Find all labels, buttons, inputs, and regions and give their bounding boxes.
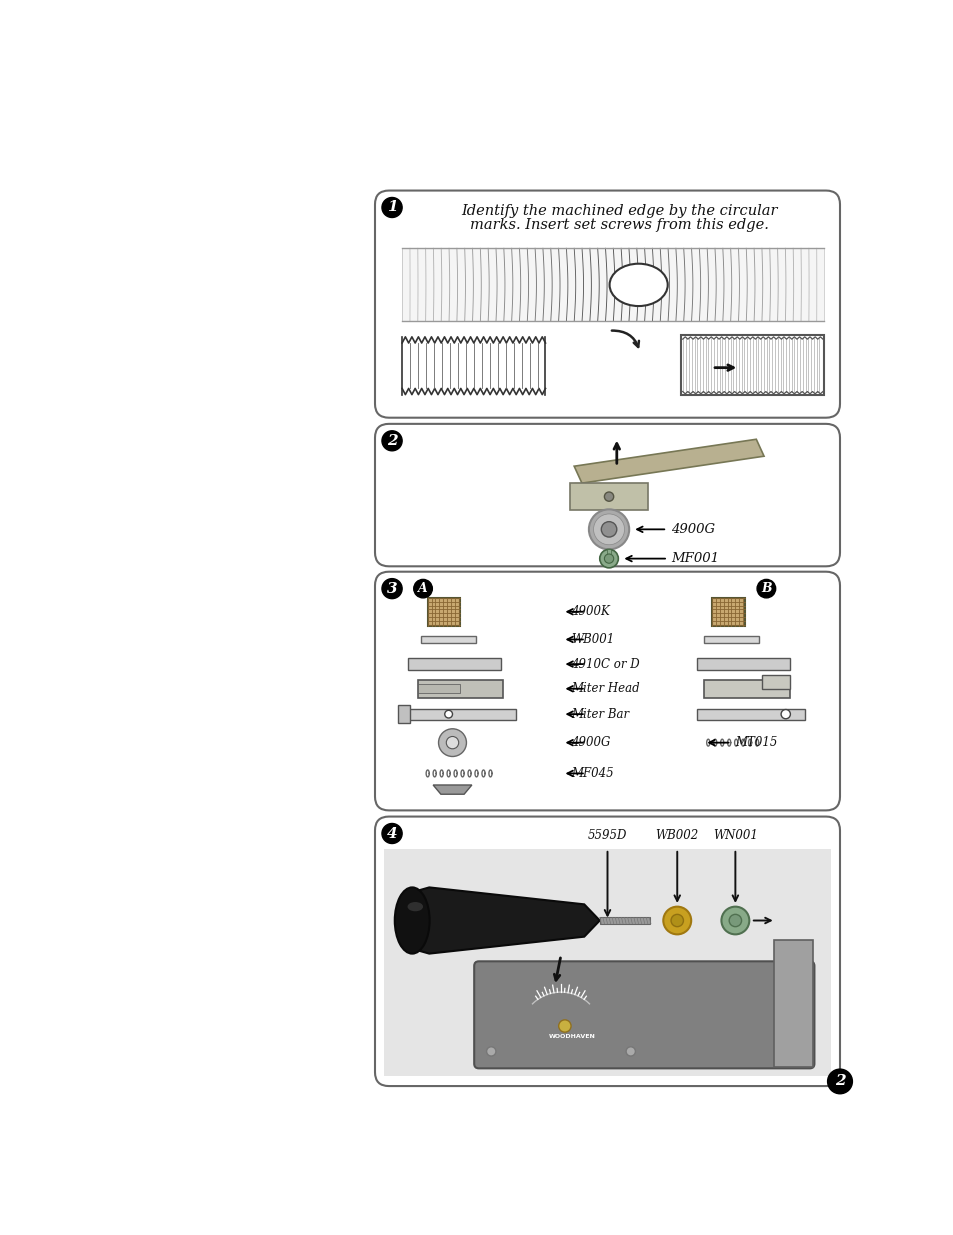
Bar: [402, 248, 823, 321]
Bar: [570, 483, 647, 510]
Bar: [407, 709, 516, 720]
Circle shape: [381, 579, 402, 599]
Text: 1: 1: [386, 200, 397, 215]
Text: Miter Bar: Miter Bar: [571, 708, 629, 721]
Circle shape: [486, 1047, 496, 1056]
Bar: [696, 658, 789, 671]
Circle shape: [604, 492, 613, 501]
Bar: [703, 679, 789, 698]
Text: Identify the machined edge by the circular: Identify the machined edge by the circul…: [460, 205, 777, 219]
Text: 4900G: 4900G: [670, 522, 715, 536]
Circle shape: [599, 550, 618, 568]
Circle shape: [414, 579, 432, 598]
Text: MF001: MF001: [670, 552, 719, 566]
Ellipse shape: [407, 902, 422, 911]
Bar: [384, 848, 830, 1076]
Circle shape: [444, 710, 452, 718]
Text: 4900G: 4900G: [571, 736, 610, 750]
Circle shape: [600, 521, 617, 537]
FancyBboxPatch shape: [474, 961, 814, 1068]
Circle shape: [728, 914, 740, 926]
Text: 2: 2: [834, 1074, 844, 1088]
Bar: [417, 679, 502, 698]
Text: MF045: MF045: [571, 767, 613, 781]
Circle shape: [662, 906, 691, 935]
Polygon shape: [574, 483, 581, 496]
Circle shape: [757, 579, 775, 598]
Bar: [773, 940, 812, 1067]
Text: WOODHAVEN: WOODHAVEN: [549, 1034, 596, 1039]
Circle shape: [670, 914, 682, 926]
Circle shape: [558, 1020, 571, 1032]
Text: MT015: MT015: [735, 736, 777, 750]
Text: B: B: [760, 582, 771, 595]
Text: WB002: WB002: [655, 829, 699, 842]
Bar: [417, 684, 459, 693]
Text: 2: 2: [386, 433, 397, 448]
Circle shape: [593, 514, 624, 545]
Bar: [711, 598, 744, 626]
FancyBboxPatch shape: [375, 572, 840, 810]
Bar: [421, 636, 476, 643]
Circle shape: [781, 710, 790, 719]
Bar: [703, 636, 758, 643]
Text: A: A: [417, 582, 428, 595]
Circle shape: [438, 729, 466, 757]
Polygon shape: [402, 888, 599, 953]
Bar: [407, 658, 500, 671]
Text: Miter Head: Miter Head: [571, 682, 639, 695]
Bar: [397, 705, 410, 724]
Text: 4900K: 4900K: [571, 605, 609, 619]
Circle shape: [604, 555, 613, 563]
Circle shape: [827, 1070, 852, 1094]
Circle shape: [588, 509, 629, 550]
Polygon shape: [574, 440, 763, 483]
Circle shape: [381, 198, 402, 217]
Text: 3: 3: [386, 582, 397, 595]
Bar: [680, 336, 823, 395]
Circle shape: [381, 824, 402, 844]
Text: 4910C or D: 4910C or D: [571, 657, 639, 671]
Text: marks. Insert set screws from this edge.: marks. Insert set screws from this edge.: [469, 217, 768, 231]
Bar: [761, 674, 789, 689]
Bar: [607, 550, 610, 557]
Text: 4: 4: [386, 826, 397, 841]
Bar: [599, 918, 649, 924]
FancyBboxPatch shape: [375, 424, 840, 567]
Text: WN001: WN001: [712, 829, 757, 842]
Circle shape: [625, 1047, 635, 1056]
Bar: [427, 598, 459, 626]
FancyBboxPatch shape: [375, 190, 840, 417]
Circle shape: [446, 736, 458, 748]
Circle shape: [381, 431, 402, 451]
Polygon shape: [433, 785, 472, 794]
Ellipse shape: [609, 264, 667, 306]
Circle shape: [720, 906, 748, 935]
Bar: [696, 709, 804, 720]
Ellipse shape: [395, 888, 429, 953]
Text: WB001: WB001: [571, 634, 614, 646]
FancyBboxPatch shape: [375, 816, 840, 1086]
Text: 5595D: 5595D: [587, 829, 626, 842]
